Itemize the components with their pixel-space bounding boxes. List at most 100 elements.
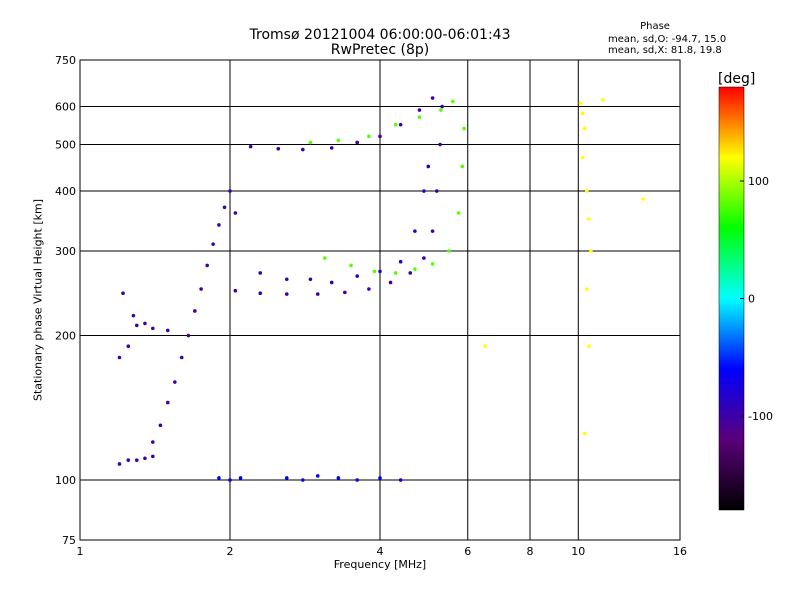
trace-point <box>456 211 461 215</box>
trace-point <box>422 189 426 193</box>
trace-point <box>355 140 359 145</box>
cluster-point <box>587 217 591 221</box>
x-tick-label: 1 <box>77 545 84 558</box>
cluster-point <box>117 462 122 466</box>
cluster-point <box>134 323 139 328</box>
trace-point <box>426 164 431 169</box>
trace-point <box>372 269 377 274</box>
phase-stats-x: mean, sd,X: 81.8, 19.8 <box>608 45 722 56</box>
cluster-point <box>355 478 359 482</box>
cluster-point <box>143 321 147 326</box>
cluster-point <box>580 155 585 160</box>
trace-point <box>398 122 403 127</box>
cluster-point <box>589 249 593 253</box>
y-tick-label: 500 <box>55 139 76 152</box>
cluster-point <box>173 380 177 384</box>
cluster-point <box>587 344 591 349</box>
trace-point <box>408 271 413 275</box>
cluster-point <box>580 111 585 116</box>
trace-point <box>439 108 443 112</box>
cluster-point <box>158 423 163 428</box>
trace-point <box>422 256 426 260</box>
trace-point <box>417 115 422 120</box>
chart-subtitle: RwPretec (8p) <box>330 42 430 58</box>
trace-point <box>413 229 417 233</box>
y-tick-label: 75 <box>62 534 76 547</box>
y-tick-label: 400 <box>55 185 76 198</box>
colorbar-tick-label: 100 <box>748 175 769 188</box>
x-tick-label: 16 <box>673 545 687 558</box>
cluster-point <box>186 333 191 338</box>
cluster-point <box>582 126 587 131</box>
trace-point <box>308 140 313 145</box>
cluster-point <box>217 476 221 480</box>
cluster-point <box>315 474 320 478</box>
cluster-point <box>151 440 155 444</box>
x-tick-label: 4 <box>377 545 384 558</box>
trace-point <box>460 164 465 169</box>
cluster-point <box>199 287 203 291</box>
trace-point <box>284 277 289 282</box>
y-axis-label: Stationary phase Virtual Height [km] <box>31 198 45 402</box>
y-tick-label: 750 <box>55 54 76 67</box>
trace-point <box>393 271 398 275</box>
trace-point <box>315 292 320 296</box>
phase-stats-o: mean, sd,O: -94.7, 15.0 <box>608 34 727 45</box>
trace-point <box>308 277 313 282</box>
cluster-point <box>179 355 184 360</box>
cluster-point <box>151 326 155 331</box>
x-tick-label: 6 <box>464 545 471 558</box>
cluster-point <box>578 101 583 105</box>
cluster-point <box>584 189 589 193</box>
trace-point <box>336 138 341 143</box>
chart-title: Tromsø 20121004 06:00:00-06:01:43 <box>249 27 511 43</box>
trace-point <box>393 122 398 127</box>
trace-point <box>447 249 451 253</box>
cluster-point <box>143 456 147 461</box>
trace-point <box>451 99 455 104</box>
trace-point <box>388 280 393 285</box>
x-tick-label: 2 <box>227 545 234 558</box>
trace-point <box>367 287 371 291</box>
trace-point <box>258 271 263 275</box>
trace-point <box>329 280 334 285</box>
trace-point <box>462 126 466 131</box>
colorbar-tick-label: -100 <box>748 410 773 423</box>
cluster-point <box>205 263 209 268</box>
cluster-point <box>151 454 155 459</box>
colorbar-tick-label: 0 <box>748 293 755 306</box>
cluster-point <box>336 476 341 480</box>
cluster-point <box>222 205 227 210</box>
trace-point <box>438 142 442 147</box>
x-axis-label: Frequency [MHz] <box>333 558 427 571</box>
trace-point <box>258 291 263 296</box>
x-tick-label: 10 <box>571 545 585 558</box>
cluster-point <box>165 328 170 333</box>
trace-point <box>349 263 353 268</box>
trace-point <box>323 256 327 260</box>
y-tick-label: 300 <box>55 245 76 258</box>
trace-point <box>430 262 435 266</box>
colorbar-label: [deg] <box>718 71 756 87</box>
cluster-point <box>193 309 197 313</box>
cluster-point <box>228 189 232 193</box>
trace-point <box>430 96 435 100</box>
x-tick-label: 8 <box>527 545 534 558</box>
cluster-point <box>601 97 605 102</box>
trace-point <box>440 104 444 109</box>
y-tick-label: 200 <box>55 330 76 343</box>
cluster-point <box>165 400 170 405</box>
colorbar <box>718 86 745 511</box>
cluster-point <box>217 223 221 227</box>
cluster-point <box>301 478 305 482</box>
trace-point <box>276 146 281 151</box>
cluster-point <box>233 211 238 215</box>
y-tick-label: 100 <box>55 474 76 487</box>
cluster-point <box>131 313 136 318</box>
y-tick-label: 600 <box>55 101 76 114</box>
cluster-point <box>398 478 403 482</box>
cluster-point <box>134 458 139 462</box>
trace-point <box>413 267 417 271</box>
